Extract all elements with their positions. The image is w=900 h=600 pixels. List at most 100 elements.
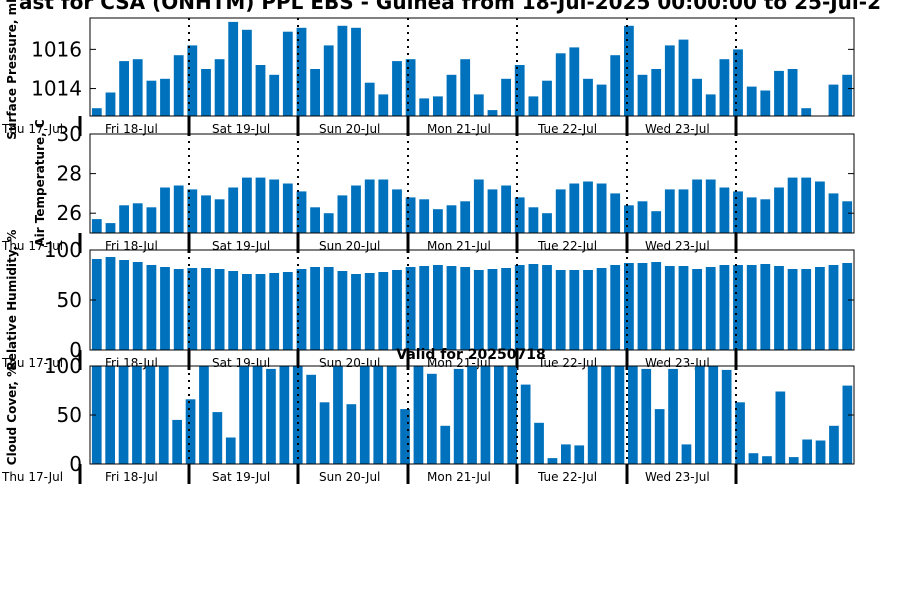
bar: [473, 94, 484, 116]
bar: [569, 183, 580, 233]
bar: [514, 65, 525, 116]
bar: [760, 90, 771, 116]
bar: [514, 197, 525, 233]
bar: [433, 209, 443, 233]
bar: [242, 274, 252, 350]
bar: [801, 269, 812, 350]
x-tick-label: Fri 18-Jul: [105, 239, 158, 253]
bar: [392, 61, 402, 116]
bar: [378, 94, 389, 116]
bar: [480, 366, 491, 464]
x-tick-label: Thu 17-Jul: [1, 470, 63, 484]
bar: [574, 445, 585, 464]
x-tick-label: Tue 22-Jul: [537, 239, 597, 253]
bar: [346, 404, 357, 464]
bar: [583, 181, 593, 233]
bar: [187, 268, 198, 350]
bar: [815, 440, 826, 464]
bar: [119, 260, 129, 350]
x-tick-label: Wed 23-Jul: [645, 122, 710, 136]
bar: [119, 61, 129, 116]
x-tick-label: Sun 20-Jul: [319, 239, 380, 253]
bar: [337, 195, 348, 233]
bar: [774, 266, 784, 350]
bar: [583, 270, 593, 350]
bar: [528, 96, 539, 116]
bar: [774, 187, 784, 233]
bar: [542, 265, 552, 350]
bar: [610, 265, 621, 350]
bar: [628, 366, 638, 464]
bar: [282, 272, 293, 350]
bar: [160, 267, 170, 350]
bar: [828, 84, 839, 116]
y-tick-label: 100: [44, 354, 82, 378]
bar: [239, 366, 249, 464]
bar: [637, 263, 648, 350]
bar: [201, 69, 211, 116]
bar: [801, 108, 812, 116]
bar: [351, 27, 361, 116]
bar: [187, 45, 198, 116]
x-tick-label: Sat 19-Jul: [212, 239, 270, 253]
bar: [91, 259, 102, 350]
x-tick-label: Sun 20-Jul: [319, 122, 380, 136]
bar: [201, 268, 211, 350]
bar: [158, 366, 169, 464]
plot-frame: [89, 17, 855, 117]
bar: [433, 265, 443, 350]
bar: [624, 25, 634, 116]
bar: [427, 373, 437, 464]
bar: [678, 266, 689, 350]
bar: [651, 262, 662, 350]
bar: [735, 402, 745, 464]
bar: [668, 368, 678, 464]
bar: [487, 189, 498, 233]
bar: [173, 55, 184, 116]
bar: [296, 269, 307, 350]
bar: [733, 49, 743, 116]
bar: [583, 78, 593, 116]
bar: [242, 177, 252, 233]
bar: [373, 366, 384, 464]
bar: [255, 65, 266, 116]
bar: [494, 366, 504, 464]
bar: [528, 207, 539, 233]
bar: [467, 366, 477, 464]
bar: [596, 183, 607, 233]
bar: [446, 205, 457, 233]
bar: [214, 199, 225, 233]
bar: [721, 369, 732, 464]
bar: [364, 273, 375, 350]
y-tick-label: 1016: [31, 37, 82, 61]
bar: [337, 271, 348, 350]
bar: [664, 266, 675, 350]
bar: [828, 193, 839, 233]
bar: [392, 270, 402, 350]
bar: [255, 274, 266, 350]
bar: [587, 366, 598, 464]
bar: [842, 385, 853, 464]
bar: [654, 409, 665, 464]
bar: [228, 21, 239, 116]
bar: [610, 193, 621, 233]
bar: [172, 419, 182, 464]
y-tick-label: 28: [57, 162, 82, 186]
bar: [269, 74, 280, 116]
bar: [678, 189, 689, 233]
x-tick-label: Thu 17-Jul: [1, 356, 63, 370]
bar: [692, 179, 702, 233]
bar: [514, 265, 525, 350]
bar: [132, 203, 143, 233]
bar: [132, 262, 143, 350]
x-tick-label: Mon 21-Jul: [427, 239, 491, 253]
bar: [319, 402, 330, 464]
bar: [695, 366, 705, 464]
bar: [378, 272, 389, 350]
bar: [828, 265, 839, 350]
bar: [187, 189, 198, 233]
bar: [185, 399, 196, 464]
x-tick-label: Tue 22-Jul: [537, 122, 597, 136]
bar: [212, 412, 223, 464]
